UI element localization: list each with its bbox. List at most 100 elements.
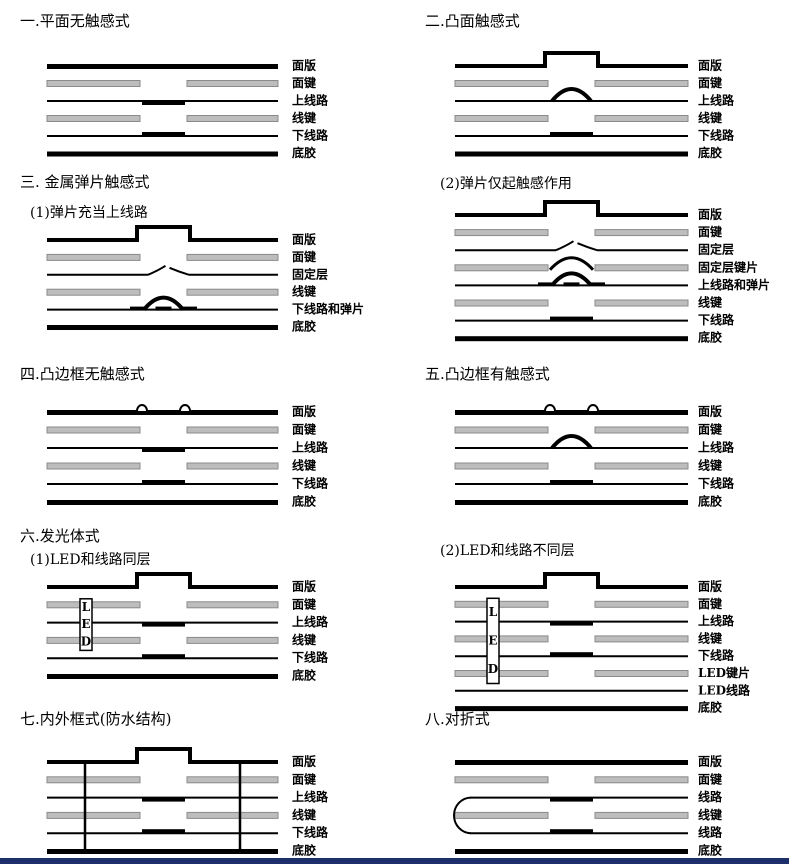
key-layer xyxy=(454,299,549,307)
key-layer xyxy=(454,600,549,608)
section-title: 八.对折式 xyxy=(425,710,490,728)
bottom-bar xyxy=(0,858,789,864)
layer-label: 线键 xyxy=(292,807,316,822)
key-layer xyxy=(46,253,141,261)
panel xyxy=(455,51,688,68)
layer-label: 线键 xyxy=(698,458,722,473)
contact-pad xyxy=(550,132,593,136)
layer-label: 底胶 xyxy=(292,668,316,683)
key-layer xyxy=(454,670,549,677)
layer-label: 上线路 xyxy=(292,614,329,629)
dome-foot xyxy=(538,282,554,286)
layer-label: 面版 xyxy=(292,579,316,594)
layer-label: 线键 xyxy=(698,807,722,822)
panel-ridge xyxy=(544,404,556,412)
panel xyxy=(47,747,278,764)
base-layer xyxy=(47,500,278,505)
layer-label: 底胶 xyxy=(698,330,722,345)
key-layer xyxy=(594,115,689,122)
key-layer xyxy=(594,670,689,677)
contact-pad xyxy=(142,448,185,452)
layer-label: 底胶 xyxy=(698,145,722,160)
fixed-layer-flap xyxy=(147,264,167,276)
layer-label: 底胶 xyxy=(292,145,316,160)
led xyxy=(486,597,500,685)
base-layer xyxy=(47,849,278,854)
dome-foot xyxy=(181,306,197,310)
key-layer xyxy=(186,80,279,87)
key-layer xyxy=(454,115,549,122)
layer-label: 线键 xyxy=(292,632,316,647)
key-layer xyxy=(46,426,141,434)
key-layer xyxy=(46,115,141,122)
base-layer xyxy=(455,336,688,342)
panel xyxy=(47,64,278,69)
panel xyxy=(455,760,688,765)
layer-label: LED线路 xyxy=(698,682,751,697)
panel-ridge xyxy=(179,404,191,412)
dome xyxy=(550,87,593,103)
layer-label: 下线路 xyxy=(292,825,329,840)
key-layer xyxy=(454,811,549,819)
key-layer xyxy=(454,264,549,272)
base-layer xyxy=(455,500,688,505)
layer-label: 面版 xyxy=(698,754,722,769)
fixed-layer-flap xyxy=(555,240,575,252)
base-layer xyxy=(455,706,688,712)
base-layer xyxy=(455,849,688,854)
panel xyxy=(47,225,278,242)
key-layer xyxy=(186,253,279,261)
dome xyxy=(142,295,185,311)
layer-label: 上线路和弹片 xyxy=(698,277,770,292)
contact-pad xyxy=(550,480,593,484)
contact-pad xyxy=(550,829,593,834)
layer-label: 底胶 xyxy=(292,843,316,858)
contact-pad xyxy=(563,282,580,287)
layer-label: 底胶 xyxy=(698,843,722,858)
led-letter: L xyxy=(82,600,91,614)
key-layer xyxy=(454,426,549,434)
key-layer xyxy=(594,229,689,237)
section-title: 三. 金属弹片触感式 xyxy=(20,173,150,191)
layer-label: 上线路 xyxy=(698,93,735,108)
layer-label: LED键片 xyxy=(698,665,750,680)
base-layer xyxy=(455,151,688,157)
key-layer xyxy=(594,426,689,434)
layer-label: 固定层 xyxy=(698,242,734,257)
layer-label: 面键 xyxy=(292,249,316,264)
key-layer xyxy=(46,80,141,87)
section-subtitle: (2)LED和线路不同层 xyxy=(440,543,575,559)
led xyxy=(79,598,93,652)
layer-label: 底胶 xyxy=(292,494,316,509)
key-layer xyxy=(594,264,689,272)
layer-label: 下线路和弹片 xyxy=(292,301,364,316)
led-letter: D xyxy=(488,662,498,676)
key-layer xyxy=(46,462,141,470)
section-title: 二.凸面触感式 xyxy=(425,12,520,30)
layer-label: 线路 xyxy=(698,825,723,840)
layer-label: 线键 xyxy=(292,458,316,473)
key-layer xyxy=(454,229,549,237)
layer-label: 面键 xyxy=(698,422,722,437)
layer-label: 下线路 xyxy=(698,648,735,663)
contact-pad xyxy=(142,797,185,802)
fold xyxy=(453,796,472,835)
layer-label: 底胶 xyxy=(292,319,316,334)
layer-label: 面键 xyxy=(292,596,316,611)
layer-label: 线键 xyxy=(698,630,722,645)
layer-label: 下线路 xyxy=(292,476,329,491)
layer-label: 底胶 xyxy=(698,700,722,715)
layer-label: 面键 xyxy=(292,771,316,786)
panel-ridge xyxy=(587,404,599,412)
layer-label: 底胶 xyxy=(698,494,722,509)
key-layer xyxy=(186,426,279,434)
layer-label: 线键 xyxy=(292,284,316,299)
layer-label: 面键 xyxy=(698,75,722,90)
fixed-layer-flap xyxy=(577,242,598,252)
layer-label: 线键 xyxy=(292,110,316,125)
key-layer xyxy=(454,462,549,470)
contact-pad xyxy=(142,101,185,105)
layer-label: 下线路 xyxy=(698,476,735,491)
key-layer xyxy=(454,776,549,784)
